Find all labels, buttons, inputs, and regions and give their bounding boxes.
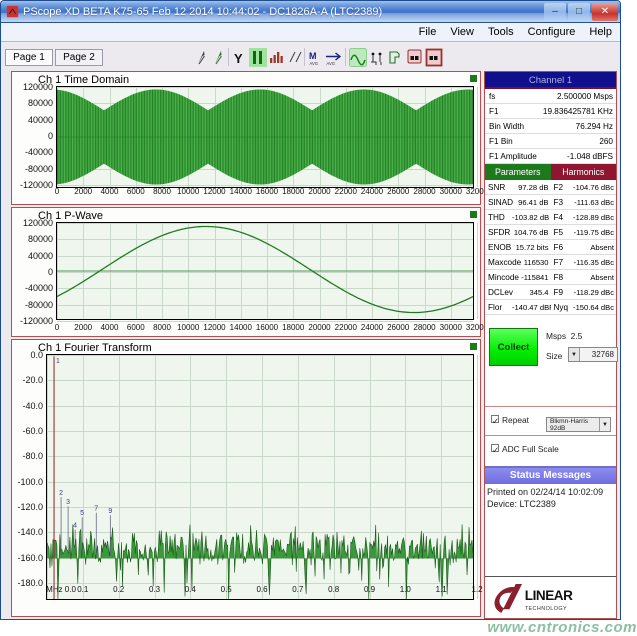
svg-text:1: 1 — [56, 356, 60, 365]
svg-text:9: 9 — [108, 506, 112, 515]
svg-text:5: 5 — [80, 508, 84, 517]
svg-text:M: M — [309, 51, 317, 61]
svg-text:2: 2 — [59, 488, 63, 497]
svg-text:Y: Y — [234, 51, 243, 66]
svg-text:LINEAR: LINEAR — [525, 588, 573, 603]
svg-text:3: 3 — [66, 497, 70, 506]
svg-text:AVG: AVG — [310, 61, 319, 66]
svg-text:AVG: AVG — [327, 61, 336, 66]
svg-text:TECHNOLOGY: TECHNOLOGY — [525, 606, 567, 612]
svg-text:4: 4 — [73, 520, 77, 529]
svg-text:7: 7 — [94, 503, 98, 512]
